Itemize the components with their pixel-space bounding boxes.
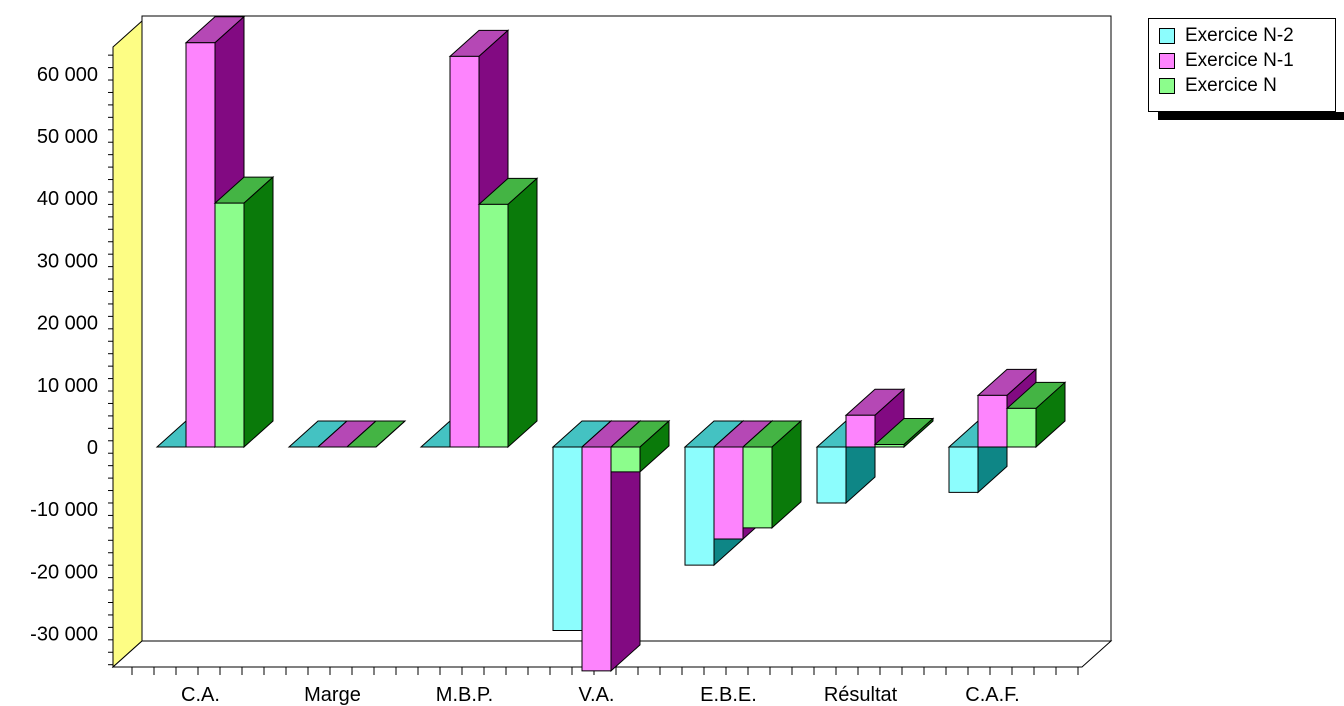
bar-marge-series-2 (345, 420, 407, 448)
x-category-label: Marge (304, 684, 361, 706)
y-tick-label: 40 000 (37, 188, 98, 210)
bar-rsultat-series-1 (844, 388, 906, 449)
bar-front-face (449, 55, 480, 448)
bar-front-face (816, 446, 847, 504)
y-tick-label: -20 000 (30, 561, 98, 583)
bar-front-face (552, 446, 583, 631)
bar-front-face (214, 202, 245, 448)
left-wall (112, 19, 143, 669)
y-tick-label: -10 000 (30, 499, 98, 521)
legend-item-n: Exercice N (1159, 73, 1335, 98)
bar-side-face (243, 176, 274, 449)
x-category-label: Résultat (824, 684, 898, 706)
y-tick-label: 50 000 (37, 126, 98, 148)
bar-mbp-series-2 (477, 177, 539, 449)
bar-front-face (977, 394, 1008, 448)
bar-va-series-2 (609, 419, 671, 473)
bar-front-face (478, 203, 509, 448)
bar-front-face (874, 444, 905, 448)
bar-front-face (610, 446, 641, 473)
x-category-label: E.B.E. (700, 684, 757, 706)
bar-side-face (507, 177, 538, 449)
y-tick-label: -30 000 (30, 624, 98, 646)
x-category-label: C.A.F. (965, 684, 1019, 706)
bar-front-face (948, 446, 979, 493)
bar-ebe-series-2 (741, 419, 803, 529)
legend-label-n2: Exercice N-2 (1185, 24, 1294, 46)
bar-side-face (375, 420, 406, 448)
legend-shadow (1158, 112, 1344, 120)
y-tick-label: 10 000 (37, 375, 98, 397)
bar-front-face (1006, 407, 1037, 448)
legend-swatch-n1 (1159, 52, 1175, 69)
bar-caf-series-2 (1005, 381, 1067, 449)
x-category-label: M.B.P. (436, 684, 493, 706)
bar-rsultat-series-2 (873, 417, 935, 449)
bar-front-face (845, 414, 876, 448)
y-tick-label: 60 000 (37, 64, 98, 86)
legend-item-n2: Exercice N-2 (1159, 23, 1335, 48)
y-tick-label: 30 000 (37, 250, 98, 272)
legend-swatch-n2 (1159, 27, 1175, 44)
bar-ca-series-2 (213, 176, 275, 449)
x-category-label: C.A. (181, 684, 220, 706)
bar-front-face (581, 446, 612, 672)
legend-label-n: Exercice N (1185, 74, 1277, 96)
chart-legend: Exercice N-2 Exercice N-1 Exercice N (1148, 18, 1336, 112)
bar-front-face (684, 446, 715, 566)
y-tick-label: 0 (87, 437, 98, 459)
legend-label-n1: Exercice N-1 (1185, 49, 1294, 71)
legend-swatch-n (1159, 77, 1175, 94)
legend-item-n1: Exercice N-1 (1159, 48, 1335, 73)
bar-front-face (713, 446, 744, 540)
x-category-label: V.A. (579, 684, 615, 706)
y-tick-label: 20 000 (37, 313, 98, 335)
bar-front-face (185, 42, 216, 448)
bar-front-face (742, 446, 773, 529)
